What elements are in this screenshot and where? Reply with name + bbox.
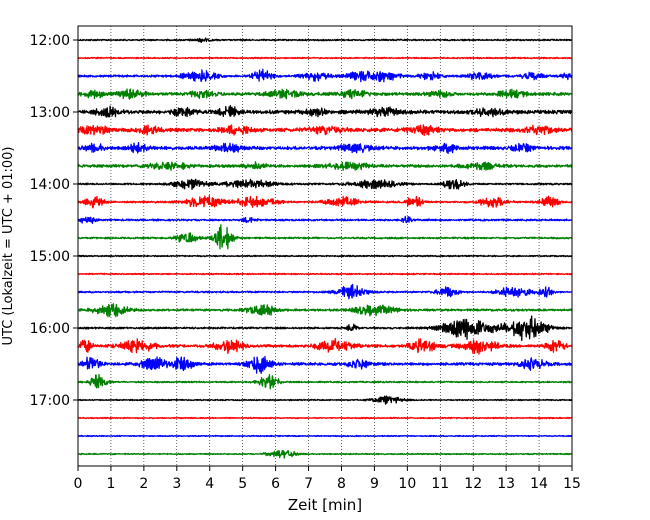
x-tick-label-6: 6 bbox=[271, 476, 280, 492]
y-tick-label-16:00: 16:00 bbox=[30, 321, 70, 337]
x-tick-label-11: 11 bbox=[431, 476, 449, 492]
x-tick-label-13: 13 bbox=[497, 476, 515, 492]
trace-1230 bbox=[77, 68, 573, 83]
trace-1615 bbox=[77, 337, 573, 355]
x-tick-label-15: 15 bbox=[563, 476, 581, 492]
plot-frame bbox=[77, 25, 573, 467]
trace-1545 bbox=[77, 303, 573, 318]
y-axis-ticks: 12:00 13:00 14:00 15:00 16:00 17:00 bbox=[30, 33, 78, 409]
x-tick-label-10: 10 bbox=[398, 476, 416, 492]
y-tick-label-15:00: 15:00 bbox=[30, 249, 70, 265]
vertical-gridlines bbox=[110, 26, 540, 466]
x-tick-label-8: 8 bbox=[337, 476, 346, 492]
x-tick-label-9: 9 bbox=[370, 476, 379, 492]
trace-1245 bbox=[77, 88, 573, 100]
trace-1715 bbox=[77, 416, 573, 420]
x-tick-label-3: 3 bbox=[172, 476, 181, 492]
trace-1200 bbox=[77, 37, 573, 43]
trace-1500 bbox=[77, 254, 573, 258]
trace-1330 bbox=[77, 142, 573, 155]
x-tick-label-0: 0 bbox=[74, 476, 83, 492]
trace-1515 bbox=[77, 272, 573, 276]
trace-1415 bbox=[77, 195, 573, 209]
trace-1530 bbox=[77, 283, 573, 300]
trace-1215 bbox=[77, 56, 573, 60]
trace-1445 bbox=[77, 224, 573, 250]
trace-1730 bbox=[77, 434, 573, 438]
trace-1745 bbox=[77, 449, 573, 459]
trace-1400 bbox=[77, 178, 573, 191]
trace-1645 bbox=[77, 373, 573, 390]
x-tick-label-1: 1 bbox=[106, 476, 115, 492]
trace-1430 bbox=[77, 215, 573, 224]
x-tick-label-4: 4 bbox=[205, 476, 214, 492]
x-axis-ticks: 0 1 2 3 4 5 6 7 8 9 10 11 12 13 14 15 bbox=[74, 466, 581, 492]
y-tick-label-12:00: 12:00 bbox=[30, 33, 70, 49]
trace-1700 bbox=[77, 395, 573, 405]
y-tick-label-14:00: 14:00 bbox=[30, 177, 70, 193]
x-tick-label-12: 12 bbox=[464, 476, 482, 492]
trace-1600 bbox=[77, 315, 573, 342]
trace-1630 bbox=[77, 355, 573, 375]
y-tick-label-17:00: 17:00 bbox=[30, 393, 70, 409]
x-tick-label-5: 5 bbox=[238, 476, 247, 492]
trace-1345 bbox=[77, 161, 573, 171]
trace-1300 bbox=[77, 105, 573, 118]
x-tick-label-7: 7 bbox=[304, 476, 313, 492]
trace-group bbox=[77, 37, 573, 459]
x-tick-label-2: 2 bbox=[139, 476, 148, 492]
y-axis-label: UTC (Lokalzeit = UTC + 01:00) bbox=[1, 147, 16, 346]
trace-1315 bbox=[77, 124, 573, 137]
x-tick-label-14: 14 bbox=[530, 476, 548, 492]
x-axis-label: Zeit [min] bbox=[288, 496, 362, 514]
y-tick-label-13:00: 13:00 bbox=[30, 105, 70, 121]
